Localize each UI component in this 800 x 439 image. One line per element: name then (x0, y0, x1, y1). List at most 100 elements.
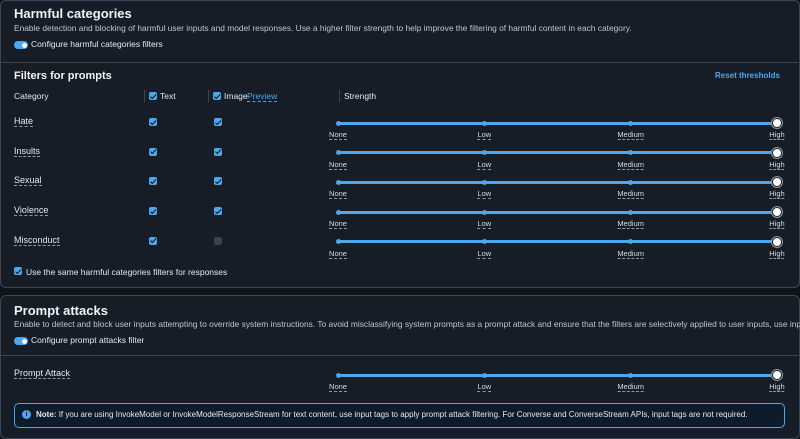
level-label: None (329, 189, 347, 200)
slider-step (628, 239, 634, 245)
checkbox[interactable] (14, 267, 22, 275)
category-label: Misconduct (14, 234, 60, 246)
checkbox[interactable] (149, 147, 157, 156)
slider-knob[interactable] (772, 147, 782, 158)
level-label: Medium (617, 219, 644, 230)
note-box (14, 403, 785, 428)
info-icon: i (22, 410, 31, 419)
slider-step (628, 372, 634, 378)
note-label: Note: (36, 410, 57, 419)
level-label: None (329, 130, 347, 140)
column-header: Strength (344, 91, 377, 101)
toggle[interactable] (14, 41, 28, 49)
slider-step (481, 150, 487, 156)
slider-step (481, 209, 487, 215)
level-label: High (769, 189, 785, 200)
slider-knob[interactable] (772, 177, 782, 188)
preview-link[interactable]: Preview (247, 91, 278, 102)
level-label: None (329, 248, 347, 259)
column-header: Text (160, 91, 176, 101)
slider-step (628, 120, 634, 126)
slider-knob[interactable] (772, 118, 782, 128)
slider-step (481, 372, 487, 378)
level-label: High (769, 130, 785, 140)
slider-fill (338, 240, 777, 244)
note-text: Note: If you are using InvokeModel or In… (36, 410, 748, 419)
level-label: None (329, 159, 347, 170)
column-divider (144, 90, 145, 102)
level-label: Low (477, 248, 492, 259)
level-label: Medium (617, 130, 644, 140)
slider-step (481, 239, 487, 245)
checkbox[interactable] (214, 207, 222, 216)
toggle-label[interactable]: Configure prompt attacks filter (31, 335, 145, 345)
checkbox[interactable] (149, 118, 157, 126)
level-label: Low (477, 382, 492, 392)
slider-step (628, 209, 634, 215)
category-label: Sexual (14, 175, 42, 187)
slider-fill (338, 121, 777, 125)
slider-knob[interactable] (772, 370, 782, 380)
category-label: Insults (14, 145, 41, 157)
slider-step (335, 209, 341, 215)
level-label: None (329, 219, 347, 230)
slider-knob[interactable] (772, 236, 782, 247)
level-label: Low (477, 219, 492, 230)
separator (0, 355, 798, 356)
column-header: Category (14, 91, 49, 101)
slider-step (335, 120, 341, 126)
level-label: None (329, 382, 347, 392)
level-label: High (769, 159, 785, 170)
toggle[interactable] (14, 337, 28, 345)
column-header: Image (224, 91, 248, 101)
slider-fill (338, 373, 777, 377)
note-body: If you are using InvokeModel or InvokeMo… (58, 410, 748, 419)
level-label: Medium (617, 159, 644, 170)
toggle-label[interactable]: Configure harmful categories filters (31, 39, 163, 49)
checkbox[interactable] (214, 177, 222, 186)
level-label: Medium (617, 382, 644, 392)
level-label: High (769, 248, 785, 259)
slider-fill (338, 151, 777, 155)
slider-step (481, 179, 487, 185)
checkbox[interactable] (149, 92, 157, 100)
checkbox[interactable] (149, 236, 157, 245)
level-label: Low (477, 159, 492, 170)
slider-step (481, 120, 487, 126)
subsection-title: Filters for prompts (14, 70, 112, 82)
checkbox[interactable] (214, 147, 222, 156)
category-label: Prompt Attack (14, 368, 71, 379)
level-label: High (769, 219, 785, 230)
checkbox[interactable] (149, 207, 157, 216)
section-title: Prompt attacks (14, 303, 108, 318)
section-description: Enable to detect and block user inputs a… (14, 319, 800, 329)
category-label: Hate (14, 116, 34, 127)
level-label: Medium (617, 248, 644, 259)
slider-step (628, 179, 634, 185)
checkbox[interactable] (214, 236, 222, 245)
level-label: Medium (617, 189, 644, 200)
checkbox-label[interactable]: Use the same harmful categories filters … (26, 267, 228, 277)
checkbox[interactable] (213, 92, 221, 100)
separator (0, 62, 798, 63)
level-label: High (769, 382, 785, 392)
slider-step (335, 372, 341, 378)
section-title: Harmful categories (14, 6, 132, 21)
slider-step (335, 179, 341, 185)
column-divider (208, 90, 209, 102)
slider-fill (338, 210, 777, 214)
slider-knob[interactable] (772, 207, 782, 218)
category-label: Violence (14, 205, 49, 217)
level-label: Low (477, 189, 492, 200)
reset-button[interactable]: Reset thresholds (715, 71, 780, 80)
slider-step (335, 150, 341, 156)
slider-fill (338, 180, 777, 184)
slider-step (628, 150, 634, 156)
checkbox[interactable] (214, 118, 222, 126)
harmful-panel (0, 0, 800, 288)
level-label: Low (477, 130, 492, 140)
checkbox[interactable] (149, 177, 157, 186)
section-description: Enable detection and blocking of harmful… (14, 23, 632, 33)
slider-step (335, 239, 341, 245)
